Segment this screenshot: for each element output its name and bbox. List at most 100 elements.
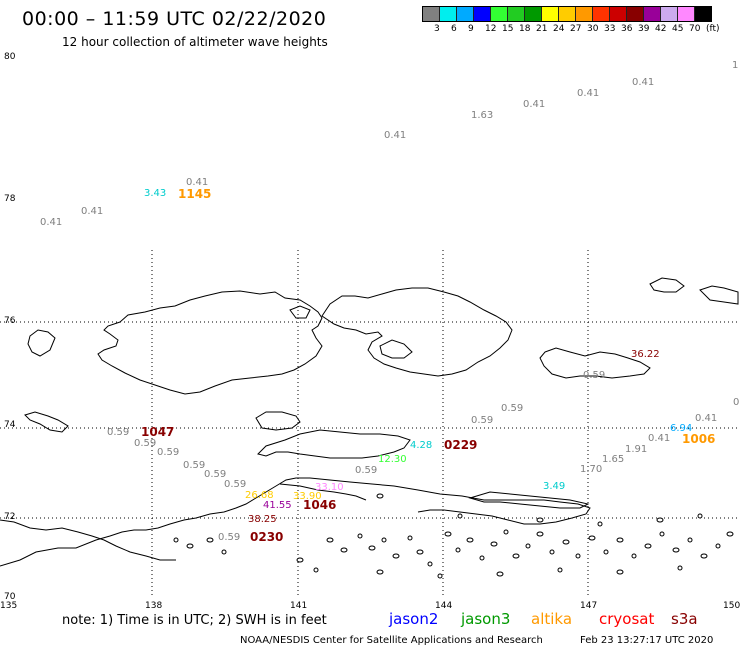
color-scale-label: 45: [672, 24, 684, 34]
coastlines: [0, 277, 739, 567]
units-note: note: 1) Time is in UTC; 2) SWH is in fe…: [62, 613, 327, 628]
legend-cryosat: cryosat: [599, 610, 655, 628]
color-scale-label: 24: [553, 24, 565, 34]
color-swatch: [542, 7, 559, 21]
color-scale-label: 21: [536, 24, 548, 34]
wave-value: 4.28: [410, 440, 433, 451]
wave-value: 0.59: [501, 403, 524, 414]
lat-label-70: 70: [4, 592, 16, 602]
color-scale-label: 70: [689, 24, 701, 34]
bay-inner: [379, 339, 413, 359]
color-scale-bar: [422, 6, 712, 22]
island-bennett: [649, 277, 685, 293]
wave-value: 0.59: [157, 447, 180, 458]
generated-time: Feb 23 13:27:17 UTC 2020: [580, 635, 714, 646]
wave-value: 26.68: [245, 490, 274, 501]
wave-value: 1.91: [625, 444, 648, 455]
color-scale-label: 3: [434, 24, 440, 34]
wave-value: 0.59: [204, 469, 227, 480]
delta-lakes: [173, 493, 734, 579]
lat-label-74: 74: [4, 420, 16, 430]
color-scale-label: 12: [485, 24, 497, 34]
wave-value: 0.41: [577, 88, 600, 99]
mainland-coast: [0, 477, 591, 567]
lat-label-76: 76: [4, 316, 16, 326]
lon-label-144: 144: [435, 601, 453, 611]
cape-east: [468, 491, 590, 509]
color-scale-label: 9: [468, 24, 474, 34]
wave-value: 0.59: [218, 532, 241, 543]
wave-value: 0.41: [384, 130, 407, 141]
color-swatch: [661, 7, 678, 21]
wave-value: 1: [732, 60, 739, 71]
color-scale-label: 36: [621, 24, 633, 34]
island-far-west: [24, 411, 69, 433]
wave-value: 3.49: [543, 481, 566, 492]
color-scale-labels: 3 6 9 12 15 18 21 24 27 30 33 36 39 42 45 70 (ft): [422, 24, 740, 36]
island-small-north: [289, 305, 311, 319]
wave-value: 1.65: [602, 454, 625, 465]
color-swatch: [678, 7, 695, 21]
color-scale-label: 42: [655, 24, 667, 34]
legend-jason2: jason2: [389, 610, 439, 628]
graticule: [0, 250, 740, 598]
wave-value: 0.41: [81, 206, 104, 217]
new-siberian-islands-west: [97, 290, 323, 395]
lat-label-72: 72: [4, 512, 16, 522]
legend-s3a: s3a: [671, 610, 698, 628]
wave-value: 0.41: [648, 433, 671, 444]
lon-label-135: 135: [0, 601, 18, 611]
color-swatch: [457, 7, 474, 21]
legend-altika: altika: [531, 610, 573, 628]
wave-value: 0.59: [355, 465, 378, 476]
lon-label-138: 138: [145, 601, 163, 611]
wave-value: 6.94: [670, 423, 693, 434]
lon-label-141: 141: [290, 601, 308, 611]
lon-label-150: 150: [723, 601, 740, 611]
color-scale-label: (ft): [706, 24, 720, 34]
color-scale-label: 33: [604, 24, 616, 34]
color-scale-label: 15: [502, 24, 514, 34]
color-swatch: [440, 7, 457, 21]
new-siberian-islands-east: [321, 287, 513, 377]
wave-value: 0.41: [632, 77, 655, 88]
island-jeannette: [699, 285, 739, 305]
color-swatch: [695, 7, 711, 21]
pass-time-label: 1145: [178, 187, 212, 201]
wave-value: 0.59: [224, 479, 247, 490]
wave-value: 36.22: [631, 349, 660, 360]
wave-value: 0.59: [183, 460, 206, 471]
wave-value: 3.43: [144, 188, 167, 199]
inner-coast: [279, 483, 367, 501]
pass-time-label: 1047: [141, 425, 175, 439]
wave-value: 0.41: [186, 177, 209, 188]
map-title: 00:00 – 11:59 UTC 02/22/2020: [22, 8, 327, 30]
wave-value: 38.25: [248, 514, 277, 525]
credit-text: NOAA/NESDIS Center for Satellite Applica…: [240, 635, 543, 646]
wave-value: 0.41: [40, 217, 63, 228]
color-swatch: [474, 7, 491, 21]
lat-label-80: 80: [4, 52, 16, 62]
color-swatch: [610, 7, 627, 21]
pass-time-label: 1006: [682, 432, 716, 446]
color-swatch: [627, 7, 644, 21]
wave-value: 41.55: [263, 500, 292, 511]
lyakhovsky-island: [257, 429, 411, 459]
pass-time-label: 0230: [250, 530, 284, 544]
color-swatch: [491, 7, 508, 21]
wave-value: 0.59: [107, 427, 130, 438]
wave-value: 1.70: [580, 464, 603, 475]
wave-value: 0.41: [695, 413, 718, 424]
map-subtitle: 12 hour collection of altimeter wave hei…: [62, 35, 328, 49]
lon-label-147: 147: [580, 601, 598, 611]
color-scale-label: 39: [638, 24, 650, 34]
color-swatch: [576, 7, 593, 21]
island-west-small: [27, 329, 56, 357]
pass-time-label: 0229: [444, 438, 478, 452]
wave-value: 0.59: [134, 438, 157, 449]
color-swatch: [423, 7, 440, 21]
wave-value: 0: [733, 397, 740, 408]
color-scale-label: 18: [519, 24, 531, 34]
